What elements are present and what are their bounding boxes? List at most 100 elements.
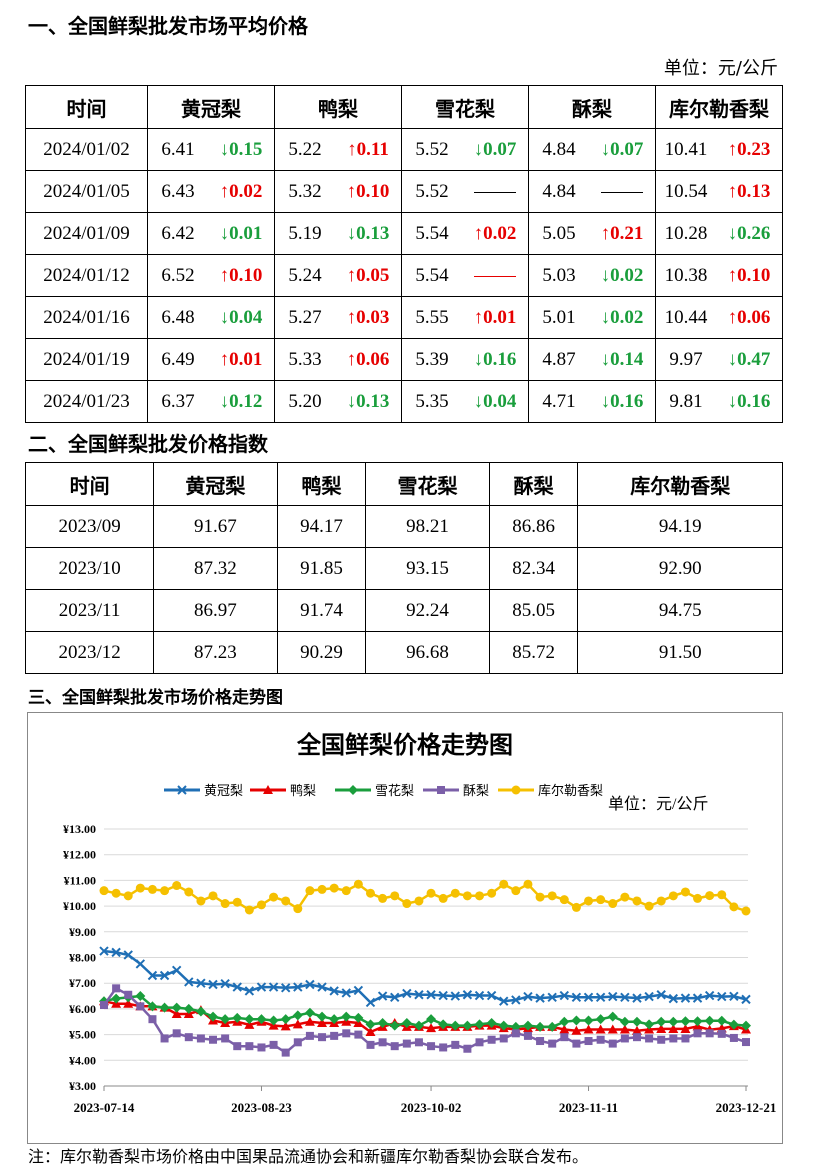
data-point [474, 1019, 485, 1030]
data-point [560, 1033, 569, 1042]
data-point [438, 893, 448, 903]
data-point [208, 891, 218, 901]
change-cell: ↑0.06 [716, 296, 783, 339]
data-point [596, 895, 606, 905]
data-point [365, 997, 376, 1008]
price-cell: 5.24 [274, 254, 335, 297]
index-cell: 92.90 [577, 547, 783, 590]
data-point [269, 1040, 278, 1049]
data-point [644, 1019, 655, 1030]
data-point [196, 978, 206, 988]
change-cell: ↓0.12 [208, 380, 275, 423]
data-point [269, 892, 279, 902]
data-point [280, 1014, 291, 1025]
table-row: 2023/11 86.97 91.74 92.24 85.05 94.75 [24, 589, 783, 632]
data-point [474, 990, 485, 1001]
data-point [280, 983, 291, 993]
data-point [318, 1033, 327, 1042]
data-point [317, 982, 327, 992]
table-row: 2024/01/19 6.49 ↑0.01 5.33 ↑0.06 5.39 ↓0.16 4.8… [25, 338, 783, 381]
data-point [619, 1024, 630, 1034]
data-point [171, 1002, 182, 1013]
data-point [280, 1021, 291, 1031]
data-point [595, 1024, 606, 1034]
data-point [305, 1031, 314, 1040]
data-point [632, 1033, 641, 1042]
series-1 [99, 996, 751, 1037]
index-cell: 92.24 [365, 589, 490, 632]
price-cell: 4.84 [528, 170, 589, 213]
index-header-cell: 库尔勒香梨 [577, 462, 783, 506]
data-point [596, 1035, 605, 1044]
legend-label: 雪花梨 [375, 783, 414, 798]
data-point [147, 1001, 158, 1012]
table-row: 2024/01/12 6.52 ↑0.10 5.24 ↑0.05 5.54 5.03 ↓0.0… [25, 254, 783, 297]
legend-item: 鸭梨 [250, 783, 316, 798]
data-point [742, 1038, 750, 1047]
data-point [462, 990, 473, 1000]
index-cell: 87.23 [153, 631, 278, 674]
data-point [329, 883, 339, 893]
data-point [619, 1016, 630, 1027]
data-point [717, 1029, 726, 1038]
section2-title: 二、全国鲜梨批发价格指数 [28, 432, 268, 456]
price-header-cell: 酥梨 [528, 85, 656, 129]
data-point [656, 1016, 667, 1027]
data-point [172, 1029, 181, 1038]
data-point [111, 888, 121, 898]
data-point [729, 1033, 738, 1042]
data-point [511, 886, 521, 896]
change-cell: ↑0.11 [335, 128, 402, 171]
data-point [353, 879, 363, 889]
data-point [644, 901, 654, 911]
price-cell: 5.22 [274, 128, 335, 171]
change-cell: ↓0.01 [208, 212, 275, 255]
data-point [487, 1035, 496, 1044]
data-point [293, 1038, 302, 1047]
data-point [741, 994, 751, 1005]
data-point [620, 1034, 629, 1043]
month-cell: 2023/10 [24, 547, 155, 590]
data-point [571, 902, 581, 912]
price-cell: 5.33 [274, 338, 335, 381]
data-point [572, 1039, 581, 1048]
data-point [426, 1014, 437, 1025]
data-point [741, 906, 751, 916]
data-point [680, 1016, 691, 1027]
index-cell: 94.75 [577, 589, 783, 632]
price-cell: 6.37 [147, 380, 208, 423]
data-point [426, 888, 436, 898]
legend-label: 鸭梨 [290, 783, 316, 798]
data-point [426, 990, 436, 1000]
data-point [100, 1001, 108, 1010]
data-point [717, 991, 727, 1002]
data-point [705, 1029, 714, 1038]
data-point [257, 1043, 266, 1052]
data-point [353, 985, 364, 996]
index-cell: 91.50 [577, 631, 783, 674]
price-cell: 6.49 [147, 338, 208, 381]
index-cell: 91.74 [276, 589, 367, 632]
data-point [547, 992, 557, 1003]
data-point [402, 1039, 411, 1048]
data-point [607, 1011, 618, 1022]
legend-item: 黄冠梨 [164, 783, 243, 798]
table-row: 2024/01/23 6.37 ↓0.12 5.20 ↓0.13 5.35 ↓0.04 4.7… [25, 380, 783, 423]
data-point [681, 1034, 690, 1043]
change-cell: ↓0.07 [589, 128, 656, 171]
table-row: 2024/01/16 6.48 ↓0.04 5.27 ↑0.03 5.55 ↑0.01 5.0… [25, 296, 783, 339]
y-tick-label: ¥3.00 [69, 1079, 96, 1093]
data-point [559, 895, 569, 905]
price-cell: 5.01 [528, 296, 589, 339]
data-point [184, 887, 194, 897]
data-point [111, 947, 121, 958]
data-point [656, 990, 666, 1000]
section1-title: 一、全国鲜梨批发市场平均价格 [28, 14, 308, 38]
data-point [438, 990, 448, 1001]
series-2 [99, 991, 751, 1032]
data-point [692, 993, 703, 1003]
index-cell: 94.17 [276, 505, 367, 548]
data-point [330, 1031, 339, 1040]
data-point [281, 896, 291, 906]
data-point [124, 990, 133, 999]
